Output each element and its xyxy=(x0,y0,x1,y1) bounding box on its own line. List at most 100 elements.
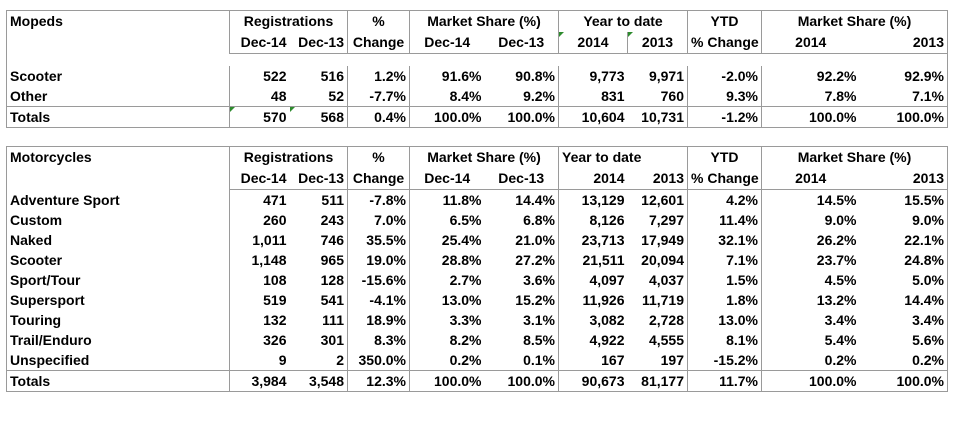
market-share-header: Market Share (%) xyxy=(409,10,559,32)
motorcycles-table: Motorcycles Registrations % Market Share… xyxy=(6,146,948,392)
market-share-header: Market Share (%) xyxy=(409,146,559,168)
cell-reg-dec13: 111 xyxy=(322,312,344,328)
cell-reg-dec13: 52 xyxy=(328,88,344,104)
cell-ms-dec13: 100.0% xyxy=(484,106,559,128)
cell-pct-change: -7.8% xyxy=(347,189,410,210)
cell-ytd-2013: 4,037 xyxy=(648,272,684,288)
col-ms-2014: 2014 xyxy=(761,168,860,190)
cell-pct-change: 12.3% xyxy=(347,370,410,392)
registrations-header: Registrations xyxy=(229,10,348,32)
cell-ms-dec13: 9.2% xyxy=(523,88,555,104)
col-ms-2013: 2013 xyxy=(859,32,948,54)
cell-ytd-change: 32.1% xyxy=(687,230,762,250)
cell-reg-dec14: 522 xyxy=(229,66,290,86)
cell-ytd-ms-2013: 0.2% xyxy=(912,352,944,368)
section-title: Motorcycles xyxy=(6,146,230,190)
col-ytd-change: % Change xyxy=(687,32,762,54)
cell-ytd-2013: 2,728 xyxy=(648,312,684,328)
cell-ytd-2014: 9,773 xyxy=(558,66,628,86)
cell-ytd-change: -2.0% xyxy=(687,66,762,86)
cell-reg-dec13: 511 xyxy=(321,192,344,208)
cell-ytd-2013: 10,731 xyxy=(627,106,688,128)
registrations-header: Registrations xyxy=(229,146,348,168)
header-row-2: Dec-14 Dec-13 Change Dec-14 Dec-13 2014 … xyxy=(7,168,948,190)
cell-ms-dec14: 8.2% xyxy=(409,330,485,350)
cell-ytd-2014: 8,126 xyxy=(558,210,628,230)
cell-ms-dec13: 0.1% xyxy=(523,352,555,368)
cell-ms-dec14: 25.4% xyxy=(409,230,485,250)
cell-reg-dec13: 541 xyxy=(320,292,344,308)
totals-row: Totals 570 568 0.4% 100.0% 100.0% 10,604 10,731… xyxy=(6,106,948,128)
cell-ytd-ms-2014: 100.0% xyxy=(761,370,860,392)
cell-ms-dec14: 6.5% xyxy=(409,210,485,230)
col-ms-2014: 2014 xyxy=(761,32,860,54)
cell-ytd-change: 1.5% xyxy=(687,270,762,290)
cell-ytd-ms-2014: 100.0% xyxy=(761,106,860,128)
cell-ytd-change: 4.2% xyxy=(687,189,762,210)
totals-row: Totals 3,984 3,548 12.3% 100.0% 100.0% 90,673 8… xyxy=(6,370,948,392)
cell-ytd-change: 8.1% xyxy=(687,330,762,350)
table-row: Trail/Enduro 326 301 8.3% 8.2% 8.5% 4,922 4,555… xyxy=(6,330,948,350)
cell-pct-change: 19.0% xyxy=(347,250,410,270)
cell-pct-change: 7.0% xyxy=(347,210,410,230)
cell-ytd-change: 7.1% xyxy=(687,250,762,270)
cell-pct-change: 0.4% xyxy=(347,106,410,128)
cell-pct-change: -4.1% xyxy=(347,290,410,310)
ytd-header: YTD xyxy=(687,10,762,32)
cell-ms-dec13: 27.2% xyxy=(515,252,555,268)
cell-reg-dec14: 570 xyxy=(229,106,290,128)
cell-ms-dec14: 100.0% xyxy=(409,370,485,392)
cell-category: Totals xyxy=(6,370,230,392)
cell-reg-dec14: 9 xyxy=(229,350,290,371)
cell-category: Other xyxy=(6,86,230,107)
cell-ytd-2013: 9,971 xyxy=(648,68,684,84)
col-ytd-2013: 2013 xyxy=(627,168,688,190)
cell-ytd-ms-2013: 14.4% xyxy=(904,292,944,308)
year-to-date-header: Year to date xyxy=(558,10,688,32)
cell-ytd-2013: 17,949 xyxy=(641,232,684,248)
col-ytd-2014: 2014 xyxy=(558,168,628,190)
cell-reg-dec14: 108 xyxy=(229,270,290,290)
cell-ytd-ms-2014: 9.0% xyxy=(761,210,860,230)
ytd-market-share-header: Market Share (%) xyxy=(761,10,948,32)
cell-ytd-ms-2013: 92.9% xyxy=(904,68,944,84)
cell-reg-dec13: 128 xyxy=(320,272,344,288)
cell-ytd-2013: 20,094 xyxy=(641,252,684,268)
cell-reg-dec14: 519 xyxy=(229,290,290,310)
cell-reg-dec13: 965 xyxy=(320,252,344,268)
cell-ytd-change: 1.8% xyxy=(687,290,762,310)
cell-reg-dec13: 516 xyxy=(320,68,344,84)
col-ms-dec13: Dec-13 xyxy=(484,32,559,54)
cell-ms-dec14: 8.4% xyxy=(409,86,485,107)
cell-ytd-ms-2013: 9.0% xyxy=(912,212,944,228)
cell-category: Naked xyxy=(6,230,230,250)
header-row-2: Dec-14 Dec-13 Change Dec-14 Dec-13 2014 … xyxy=(7,32,948,54)
col-dec14: Dec-14 xyxy=(229,32,290,54)
cell-ytd-2014: 4,922 xyxy=(558,330,628,350)
cell-ytd-ms-2014: 13.2% xyxy=(761,290,860,310)
table-row: Adventure Sport 471 511 -7.8% 11.8% 14.4% 13,1… xyxy=(6,189,948,210)
cell-ms-dec14: 3.3% xyxy=(409,310,485,330)
cell-ytd-2014: 11,926 xyxy=(558,290,628,310)
ytd-header: YTD xyxy=(687,146,762,168)
cell-reg-dec14: 260 xyxy=(229,210,290,230)
cell-ytd-change: 11.4% xyxy=(687,210,762,230)
table-row: Scooter 1,148 965 19.0% 28.8% 27.2% 21,511 20,0… xyxy=(6,250,948,270)
cell-ytd-ms-2014: 26.2% xyxy=(761,230,860,250)
cell-category: Trail/Enduro xyxy=(6,330,230,350)
cell-reg-dec13: 2 xyxy=(336,352,344,368)
col-change: Change xyxy=(347,168,410,190)
cell-reg-dec13: 746 xyxy=(320,232,344,248)
cell-reg-dec13: 568 xyxy=(289,106,348,128)
cell-reg-dec14: 48 xyxy=(229,86,290,107)
cell-category: Adventure Sport xyxy=(6,189,230,210)
cell-ytd-ms-2013: 22.1% xyxy=(904,232,944,248)
cell-ms-dec14: 13.0% xyxy=(409,290,485,310)
cell-ms-dec14: 91.6% xyxy=(409,66,485,86)
cell-ytd-change: -1.2% xyxy=(687,106,762,128)
table-row: Custom 260 243 7.0% 6.5% 6.8% 8,126 7,297 11.4% 9… xyxy=(6,210,948,230)
cell-ytd-ms-2014: 3.4% xyxy=(761,310,860,330)
col-ms-dec13: Dec-13 xyxy=(484,168,559,190)
cell-ms-dec13: 8.5% xyxy=(523,332,555,348)
cell-ytd-ms-2013: 5.0% xyxy=(912,272,944,288)
